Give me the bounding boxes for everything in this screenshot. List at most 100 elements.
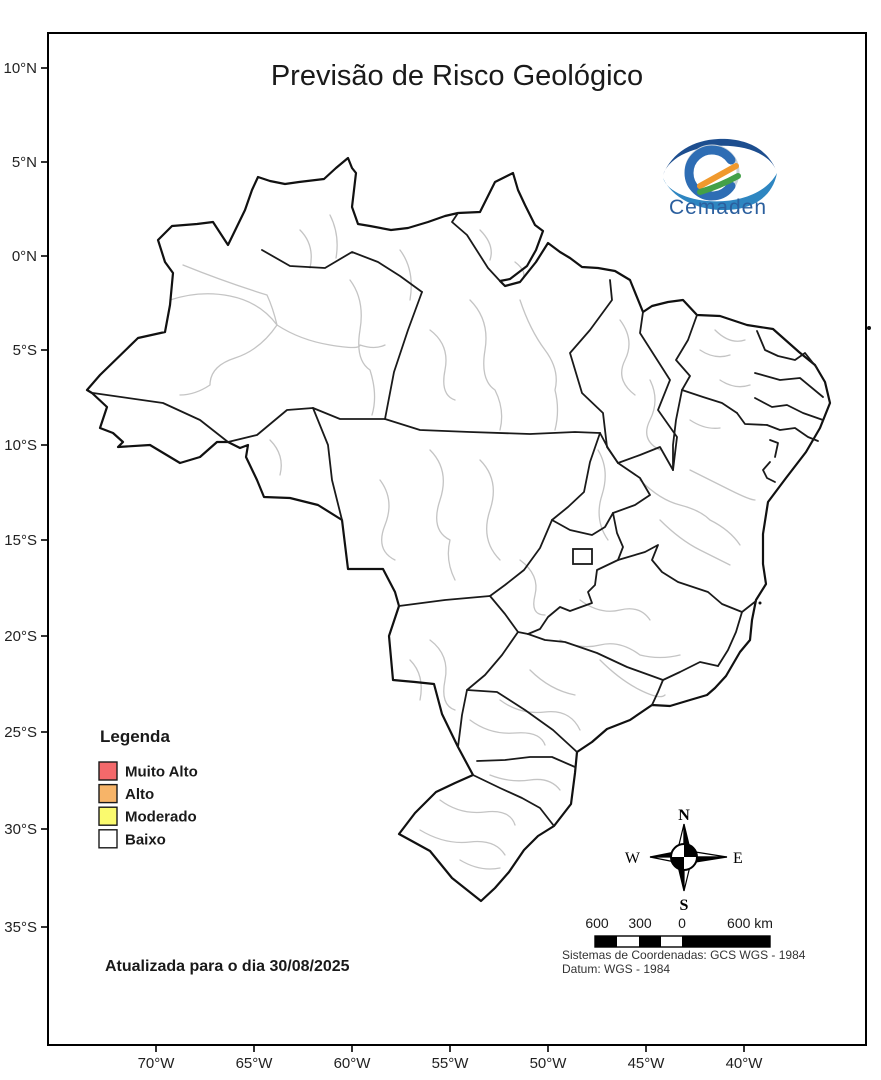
state-boundary-line — [451, 212, 501, 282]
state-boundary-line — [762, 461, 776, 483]
meso-region-line — [429, 639, 456, 711]
state-boundary-line — [736, 412, 768, 426]
legend: Legenda Muito Alto Alto Moderado Baixo — [98, 727, 198, 849]
state-boundary-line — [675, 314, 698, 391]
meso-region-line — [169, 293, 386, 349]
meso-region-line — [519, 559, 546, 616]
compass-rose: N S W E — [625, 807, 743, 914]
state-boundary-line — [551, 512, 614, 536]
state-boundary-line — [472, 774, 555, 827]
meso-region-line — [182, 264, 278, 326]
brazil-country-outline — [85, 156, 832, 903]
meso-region-line — [579, 599, 651, 621]
lat-tick-label: 30°S — [4, 821, 37, 838]
state-boundary-line — [754, 372, 824, 398]
meso-region-line — [429, 329, 456, 401]
lat-tick-label: 5°N — [12, 154, 37, 171]
meso-region-line — [689, 469, 756, 501]
lon-tick-label: 70°W — [138, 1055, 176, 1072]
state-boundary-line — [384, 418, 601, 435]
compass-label-w: W — [625, 850, 641, 867]
meso-region-line — [459, 859, 501, 870]
scale-bar-black-segment — [595, 936, 617, 947]
meso-region-line — [439, 799, 516, 826]
meso-region-line — [597, 449, 609, 541]
state-boundaries — [92, 212, 824, 827]
legend-label: Moderado — [125, 809, 197, 826]
lon-tick-label: 55°W — [432, 1055, 470, 1072]
meso-region-line — [719, 379, 751, 388]
state-boundary-line — [489, 519, 553, 597]
lat-tick-label: 25°S — [4, 724, 37, 741]
lon-tick-label: 45°W — [628, 1055, 666, 1072]
lat-tick-label: 10°S — [4, 437, 37, 454]
meso-region-line — [179, 324, 278, 396]
legend-swatch-baixo — [98, 829, 118, 849]
state-boundary-line — [398, 595, 491, 607]
compass-label-n: N — [678, 807, 690, 824]
lon-tick-label: 65°W — [236, 1055, 274, 1072]
logo-wordmark: Cemaden — [669, 196, 767, 219]
legend-label: Baixo — [125, 831, 166, 848]
state-boundary-line — [527, 633, 664, 681]
state-boundary-line — [599, 432, 619, 464]
meso-region-line — [349, 279, 376, 416]
logo-c-glyph — [684, 145, 736, 201]
legend-swatch-muito-alto — [98, 761, 118, 781]
island-dot — [867, 326, 871, 330]
meso-region-boundaries — [169, 214, 756, 870]
updated-date-note: Atualizada para o dia 30/08/2025 — [105, 958, 350, 975]
latitude-axis: 10°N 5°N 0°N 5°S 10°S 15°S 20°S 25°S 30°S 35°S — [3, 60, 48, 936]
logo-green-swoosh — [697, 173, 741, 195]
lat-tick-label: 10°N — [3, 60, 37, 77]
meso-region-line — [299, 229, 312, 269]
coord-system-line1: Sistemas de Coordenadas: GCS WGS - 1984 — [562, 948, 806, 962]
longitude-axis: 70°W 65°W 60°W 55°W 50°W 45°W 40°W — [138, 1045, 764, 1072]
meso-region-line — [379, 479, 396, 561]
state-boundary-line — [756, 330, 818, 369]
scale-bar-label: 600 — [585, 915, 609, 931]
legend-items: Muito Alto Alto Moderado Baixo — [98, 761, 198, 849]
state-boundary-line — [489, 595, 529, 635]
meso-region-line — [619, 319, 636, 396]
lon-tick-label: 40°W — [726, 1055, 764, 1072]
meso-region-line — [399, 249, 412, 301]
state-boundary-line — [527, 559, 619, 635]
scale-bar-black-segment — [682, 936, 770, 947]
lat-tick-label: 20°S — [4, 628, 37, 645]
state-boundary-line — [651, 679, 664, 706]
lat-tick-label: 15°S — [4, 532, 37, 549]
state-boundary-line — [639, 311, 678, 471]
meso-region-line — [269, 439, 282, 476]
compass-label-s: S — [680, 897, 689, 914]
meso-region-line — [479, 229, 492, 261]
state-boundary-line — [92, 392, 229, 443]
meso-region-line — [646, 379, 661, 451]
state-boundary-line — [672, 389, 683, 471]
lat-tick-label: 35°S — [4, 919, 37, 936]
legend-swatch-moderado — [98, 806, 118, 826]
state-boundary-line — [681, 389, 738, 414]
state-boundary-line — [662, 661, 719, 681]
state-boundary-line — [612, 512, 624, 561]
meso-region-line — [479, 459, 501, 561]
state-boundary-line — [617, 544, 757, 613]
state-boundary-line — [312, 407, 343, 521]
logo-eye-top-arc — [663, 138, 776, 175]
state-boundary-line — [261, 249, 423, 293]
meso-region-line — [689, 419, 721, 429]
state-boundary-line — [766, 424, 819, 442]
state-boundary-line — [312, 407, 386, 420]
state-boundary-line — [551, 432, 601, 521]
compass-hub-ne — [684, 844, 697, 857]
island-dot — [758, 601, 762, 605]
state-boundary-line — [769, 439, 779, 458]
map-title: Previsão de Risco Geológico — [271, 60, 643, 92]
compass-hub-sw — [671, 857, 684, 870]
state-boundary-line — [384, 291, 423, 420]
meso-region-line — [659, 519, 731, 566]
meso-region-line — [469, 299, 503, 431]
distrito-federal-outline — [572, 548, 593, 565]
scale-bar-label: 300 — [628, 915, 652, 931]
